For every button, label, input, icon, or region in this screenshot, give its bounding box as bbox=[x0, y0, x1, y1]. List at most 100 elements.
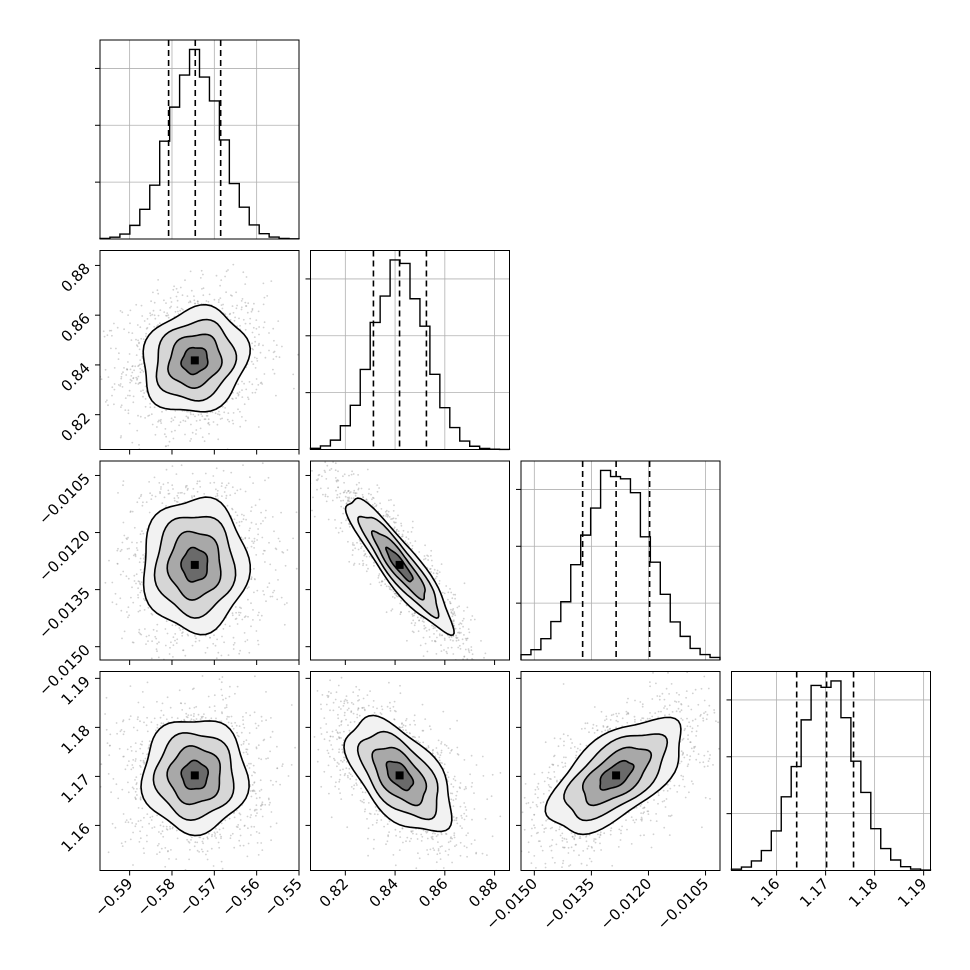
scatter-point bbox=[199, 879, 201, 881]
scatter-point bbox=[136, 324, 139, 326]
scatter-point bbox=[220, 654, 223, 657]
scatter-point bbox=[235, 397, 238, 400]
scatter-point bbox=[147, 640, 149, 642]
scatter-point bbox=[145, 643, 147, 645]
scatter-point bbox=[277, 579, 279, 581]
scatter-point bbox=[121, 637, 123, 640]
scatter-point bbox=[233, 319, 236, 322]
scatter-point bbox=[232, 311, 235, 314]
scatter-point bbox=[261, 801, 264, 804]
scatter-point bbox=[215, 827, 217, 830]
scatter-point bbox=[257, 384, 260, 386]
scatter-point bbox=[434, 626, 436, 629]
scatter-point bbox=[361, 559, 364, 562]
scatter-point bbox=[153, 406, 156, 409]
scatter-point bbox=[243, 403, 246, 406]
scatter-point bbox=[250, 814, 253, 816]
scatter-point bbox=[422, 655, 425, 657]
scatter-point bbox=[363, 554, 366, 557]
scatter-point bbox=[244, 419, 247, 422]
scatter-point bbox=[409, 542, 412, 544]
scatter-point bbox=[124, 397, 127, 399]
scatter-point bbox=[152, 291, 154, 294]
scatter-point bbox=[431, 564, 434, 567]
scatter-point bbox=[360, 547, 362, 550]
scatter-point bbox=[201, 840, 204, 843]
scatter-point bbox=[463, 610, 465, 612]
scatter-point bbox=[251, 784, 254, 786]
scatter-point bbox=[132, 641, 135, 644]
scatter-point bbox=[401, 533, 404, 536]
scatter-point bbox=[241, 396, 244, 398]
scatter-point bbox=[146, 326, 149, 329]
scatter-point bbox=[268, 349, 270, 352]
scatter-point bbox=[207, 421, 210, 424]
scatter-point bbox=[132, 766, 135, 769]
scatter-point bbox=[120, 548, 123, 551]
scatter-point bbox=[181, 294, 184, 297]
scatter-point bbox=[228, 313, 231, 316]
scatter-point bbox=[379, 502, 381, 505]
scatter-point bbox=[326, 464, 329, 467]
scatter-point bbox=[90, 762, 92, 764]
scatter-point bbox=[380, 508, 383, 510]
scatter-point bbox=[273, 350, 276, 353]
scatter-point bbox=[161, 457, 163, 459]
scatter-point bbox=[347, 490, 349, 493]
scatter-point bbox=[249, 317, 252, 320]
scatter-point bbox=[246, 546, 249, 549]
scatter-point bbox=[256, 589, 259, 592]
scatter-point bbox=[452, 613, 455, 616]
scatter-point bbox=[159, 491, 161, 493]
panel-background bbox=[521, 461, 720, 660]
scatter-point bbox=[119, 310, 122, 312]
scatter-point bbox=[185, 715, 188, 718]
scatter-point bbox=[315, 479, 318, 481]
scatter-point bbox=[198, 851, 201, 853]
scatter-point bbox=[120, 609, 123, 612]
scatter-point bbox=[132, 726, 135, 729]
scatter-point bbox=[150, 612, 153, 615]
panel-frame bbox=[731, 671, 931, 871]
scatter-point bbox=[385, 513, 388, 516]
scatter-point bbox=[149, 816, 152, 819]
scatter-point bbox=[242, 715, 244, 718]
scatter-point bbox=[113, 367, 116, 369]
scatter-point bbox=[139, 797, 142, 800]
scatter-point bbox=[203, 418, 206, 421]
scatter-point bbox=[167, 481, 169, 484]
scatter-point bbox=[393, 592, 396, 595]
scatter-point bbox=[221, 417, 224, 420]
scatter-point bbox=[132, 601, 135, 604]
scatter-point bbox=[256, 539, 258, 541]
scatter-point bbox=[126, 548, 129, 550]
scatter-point bbox=[348, 492, 351, 494]
scatter-point bbox=[242, 271, 245, 274]
scatter-point bbox=[198, 836, 201, 839]
scatter-point bbox=[447, 647, 449, 649]
scatter-point bbox=[471, 615, 474, 617]
scatter-point bbox=[463, 655, 466, 658]
scatter-point bbox=[135, 582, 137, 585]
scatter-point bbox=[175, 473, 178, 475]
scatter-point bbox=[214, 456, 216, 458]
scatter-point bbox=[391, 608, 394, 610]
scatter-point bbox=[368, 555, 371, 558]
scatter-point bbox=[142, 598, 145, 600]
scatter-point bbox=[239, 488, 242, 491]
scatter-point bbox=[81, 763, 83, 765]
scatter-point bbox=[233, 816, 236, 819]
scatter-point bbox=[459, 648, 462, 650]
scatter-point bbox=[145, 335, 147, 338]
scatter-point bbox=[195, 637, 197, 640]
scatter-point bbox=[247, 398, 250, 401]
scatter-point bbox=[362, 564, 364, 567]
scatter-point bbox=[345, 491, 348, 494]
scatter-point bbox=[358, 563, 361, 565]
scatter-point bbox=[286, 602, 288, 604]
scatter-point bbox=[165, 718, 168, 721]
scatter-point bbox=[138, 628, 141, 631]
scatter-point bbox=[263, 321, 266, 324]
scatter-point bbox=[131, 365, 134, 367]
scatter-point bbox=[155, 637, 158, 640]
